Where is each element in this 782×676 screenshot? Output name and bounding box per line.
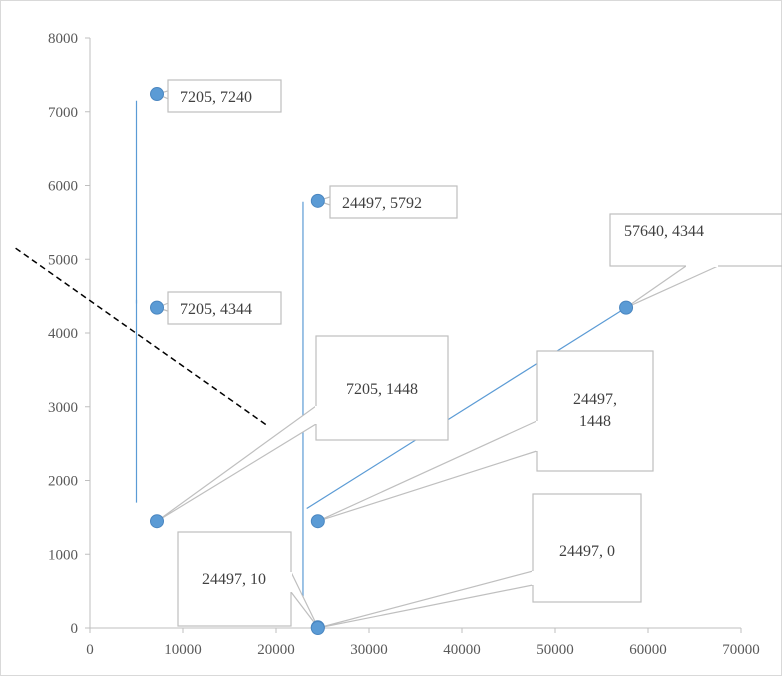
data-point [619, 300, 634, 315]
y-tick-label: 7000 [48, 105, 78, 121]
connector-lines [15, 100, 627, 606]
x-tick-label: 0 [86, 642, 94, 658]
y-tick-label: 5000 [48, 252, 78, 268]
data-point [150, 514, 165, 529]
data-label-box [532, 493, 642, 603]
data-label: 24497, 5792 [342, 195, 422, 212]
x-tick-label: 70000 [722, 642, 760, 658]
data-point [150, 87, 165, 102]
data-point [310, 621, 325, 635]
data-label: 57640, 4344 [624, 223, 704, 240]
y-tick-label: 8000 [48, 31, 78, 47]
data-label-leader [317, 570, 534, 629]
series-line [306, 307, 627, 510]
x-tick-label: 50000 [536, 642, 574, 658]
data-label-box [167, 291, 282, 325]
x-tick-label: 60000 [629, 642, 667, 658]
data-point [310, 514, 325, 529]
data-label-box [536, 350, 654, 472]
data-label-box [177, 531, 292, 627]
y-tick-label: 4000 [48, 326, 78, 342]
data-label: 7205, 1448 [346, 381, 418, 398]
data-label: 24497, 1448 [573, 391, 617, 430]
axes: 0 1000 2000 3000 4000 5000 6000 7000 8000 0 10000 2… [48, 31, 760, 658]
data-label-leader [156, 404, 317, 522]
data-label: 24497, 0 [559, 543, 615, 560]
data-label: 24497, 10 [202, 571, 266, 588]
data-point [310, 193, 325, 208]
y-tick-label: 3000 [48, 400, 78, 416]
x-tick-label: 10000 [164, 642, 202, 658]
x-tick-label: 40000 [443, 642, 481, 658]
data-label-leader [625, 265, 719, 309]
data-label-leader [290, 571, 319, 628]
data-label-box [315, 335, 449, 441]
data-point [150, 300, 165, 315]
data-label: 7205, 7240 [180, 89, 252, 106]
y-tick-label: 0 [71, 621, 79, 637]
x-tick-label: 20000 [257, 642, 295, 658]
y-tick-label: 6000 [48, 179, 78, 195]
y-tick-label: 2000 [48, 474, 78, 490]
data-label-box [167, 79, 282, 113]
y-tick-label: 1000 [48, 547, 78, 563]
data-label: 7205, 4344 [180, 301, 252, 318]
data-label-box [609, 213, 782, 267]
dashed-reference-line [15, 247, 268, 426]
data-points [150, 87, 634, 635]
x-tick-label: 30000 [350, 642, 388, 658]
data-label-callouts: 7205, 7240 7205, 4344 7205, 1448 24497, 579… [155, 79, 782, 629]
data-label-box [329, 185, 458, 219]
